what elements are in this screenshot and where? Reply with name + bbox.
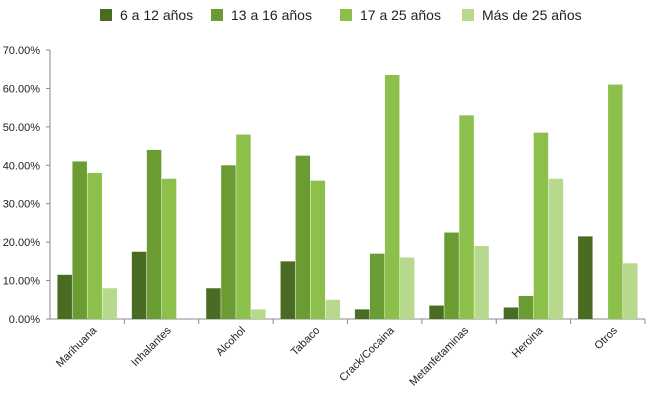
bar (623, 263, 638, 319)
x-category-label: Alcohol (214, 325, 248, 359)
bar (146, 149, 162, 319)
bar (325, 299, 341, 319)
y-tick-label: 30.00% (3, 199, 41, 211)
x-category-label: Metanfetaminas (407, 324, 471, 388)
x-category-label: Inhalantes (129, 324, 174, 369)
y-tick-label: 50.00% (3, 122, 41, 134)
bar (533, 132, 549, 319)
bar (102, 288, 117, 319)
bar (459, 115, 474, 319)
bar (72, 161, 87, 319)
bar (578, 236, 593, 319)
x-category-label: Heroina (510, 324, 546, 360)
bar (369, 253, 385, 319)
bar (608, 84, 623, 319)
bar (384, 74, 400, 319)
bar (518, 295, 534, 319)
x-category-label: Tabaco (289, 325, 323, 359)
bar (236, 134, 251, 319)
bar (429, 305, 444, 319)
bar (474, 245, 489, 319)
bar (503, 307, 519, 319)
legend-label: Más de 25 años (482, 7, 582, 23)
legend-item: 6 a 12 años (100, 6, 193, 24)
bar (295, 155, 311, 319)
legend-swatch (211, 9, 223, 21)
bar (57, 274, 72, 319)
legend-label: 13 a 16 años (231, 7, 312, 23)
legend-label: 17 a 25 años (360, 7, 441, 23)
bar (310, 180, 326, 319)
legend-item: 17 a 25 años (340, 6, 441, 24)
legend-swatch (100, 9, 112, 21)
legend-item: Más de 25 años (462, 6, 582, 24)
legend-swatch (340, 9, 352, 21)
bar (131, 251, 147, 319)
y-tick-label: 60.00% (3, 83, 41, 95)
bar (354, 309, 370, 319)
bar (399, 257, 415, 319)
y-tick-label: 40.00% (3, 160, 41, 172)
bar (548, 178, 564, 319)
y-tick-label: 20.00% (3, 237, 41, 249)
bar (206, 288, 221, 319)
x-category-label: Otros (592, 324, 620, 352)
bar (161, 178, 177, 319)
y-tick-label: 10.00% (3, 276, 41, 288)
bar (221, 165, 236, 319)
legend: 6 a 12 años 13 a 16 años 17 a 25 años Más d… (0, 6, 650, 24)
bar (280, 261, 296, 319)
x-category-label: Marihuana (54, 324, 100, 370)
bar (87, 172, 102, 319)
y-tick-label: 0.00% (9, 314, 40, 326)
legend-label: 6 a 12 años (120, 7, 194, 23)
bar (444, 232, 459, 319)
legend-swatch (462, 9, 474, 21)
x-category-label: Crack/Cocaina (337, 324, 397, 384)
bar (251, 309, 266, 319)
legend-item: 13 a 16 años (211, 6, 312, 24)
y-tick-label: 70.00% (3, 45, 41, 57)
